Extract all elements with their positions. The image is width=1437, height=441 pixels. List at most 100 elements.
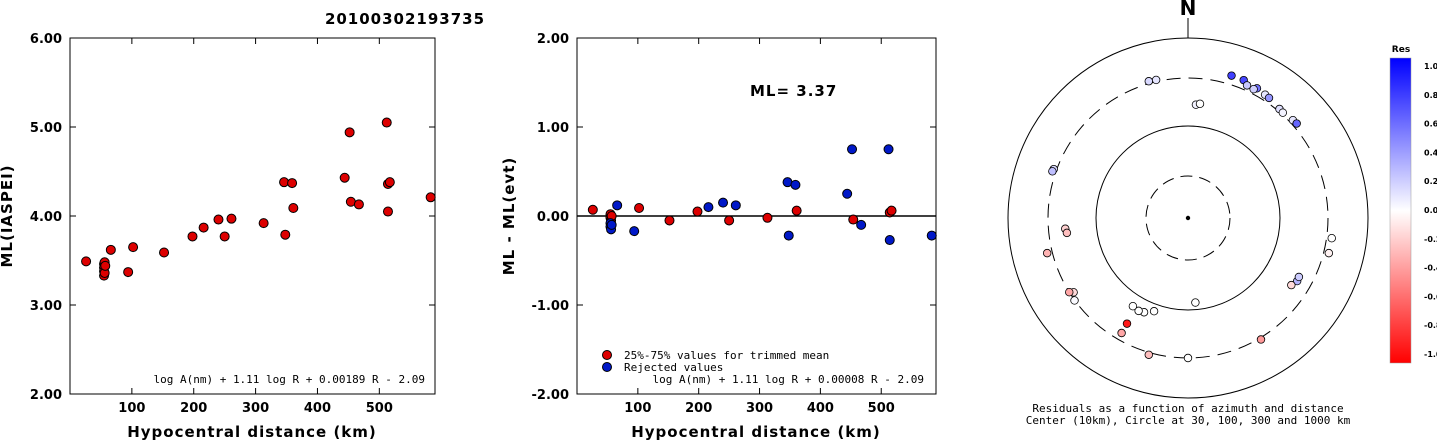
y-tick-label: 5.00 <box>30 121 62 136</box>
data-point <box>280 229 291 240</box>
data-point <box>100 260 111 271</box>
colorbar-tick-label: -0.6 <box>1424 292 1437 301</box>
station-residual-marker <box>1144 77 1153 86</box>
colorbar-tick-label: 0.6 <box>1424 120 1437 129</box>
epicenter-dot <box>1185 215 1191 221</box>
plot1-frame <box>69 37 436 395</box>
station-residual-marker <box>1151 75 1161 85</box>
data-point <box>612 200 623 211</box>
plot2-ticks: 100 200 300 400 500 -2.00 -1.00 0.00 1.00 2.00 <box>532 32 936 416</box>
station-residual-marker <box>1324 248 1334 258</box>
station-residual-marker <box>1227 71 1236 80</box>
colorbar-tick-label: -0.2 <box>1424 235 1437 244</box>
ring-300km <box>1047 77 1329 359</box>
data-point <box>762 212 773 223</box>
data-point <box>287 178 298 189</box>
x-tick-label: 300 <box>242 401 269 416</box>
residual-colorbar: Res 1.0 0.8 0.6 0.4 0.2 0.0 -0.2 -0.4 -0.6 -0.8 -1… <box>1389 45 1437 364</box>
data-point <box>339 172 350 183</box>
station-residual-marker <box>1070 296 1079 305</box>
colorbar-tick-label: 0.0 <box>1424 206 1437 215</box>
station-residual-marker <box>1249 84 1258 94</box>
data-point <box>848 214 859 225</box>
x-tick-label: 100 <box>624 401 651 416</box>
station-residual-marker <box>1292 119 1301 128</box>
data-point <box>344 127 355 138</box>
data-point <box>791 205 802 216</box>
data-point <box>847 144 858 155</box>
colorbar-tick-label: -0.4 <box>1424 264 1437 273</box>
colorbar-tick-label: 1.0 <box>1424 62 1437 71</box>
x-tick-label: 300 <box>746 401 773 416</box>
station-residual-marker <box>1048 167 1057 176</box>
data-point <box>664 215 675 226</box>
data-point <box>123 267 134 278</box>
y-tick-label: -2.00 <box>532 388 569 403</box>
colorbar-tick-label: 0.2 <box>1424 177 1437 186</box>
data-point <box>187 231 198 242</box>
data-point <box>381 117 392 128</box>
data-point <box>587 204 598 215</box>
plot1-formula: log A(nm) + 1.11 log R + 0.00189 R - 2.0… <box>153 373 425 386</box>
plot1-ticks: 100 200 300 400 500 2.00 3.00 4.00 5.00 6.00 <box>30 32 435 416</box>
data-point <box>105 244 116 255</box>
y-tick-label: 6.00 <box>30 32 62 47</box>
polar-caption-line2: Center (10km), Circle at 30, 100, 300 an… <box>1026 414 1351 427</box>
plot1-xlabel: Hypocentral distance (km) <box>127 423 377 441</box>
data-point <box>219 231 230 242</box>
station-residual-marker <box>1294 272 1304 282</box>
polar-caption-line1: Residuals as a function of azimuth and d… <box>1032 402 1343 415</box>
data-point <box>724 215 735 226</box>
x-tick-label: 200 <box>180 401 207 416</box>
data-point <box>425 192 436 203</box>
colorbar-tick-label: -1.0 <box>1424 350 1437 359</box>
legend-label-rejected: Rejected values <box>624 361 723 374</box>
data-point <box>128 242 139 253</box>
data-point <box>692 206 703 217</box>
station-residual-marker <box>1195 99 1205 109</box>
data-point <box>842 188 853 199</box>
data-point <box>783 230 794 241</box>
station-residual-marker <box>1327 233 1336 243</box>
station-residual-marker <box>1065 287 1074 297</box>
ml-vs-distance-plot: 100 200 300 400 500 2.00 3.00 4.00 5.00 6.00 log … <box>0 32 436 441</box>
chart-title: 20100302193735 <box>325 10 485 28</box>
x-tick-label: 500 <box>868 401 895 416</box>
data-point <box>258 218 269 229</box>
plot1-points <box>81 117 436 281</box>
colorbar-gradient <box>1389 57 1412 364</box>
plot2-formula: log A(nm) + 1.11 log R + 0.00008 R - 2.0… <box>652 373 924 386</box>
y-tick-label: -1.00 <box>532 299 569 314</box>
data-point <box>718 197 729 208</box>
event-ml-label: ML= 3.37 <box>750 82 837 100</box>
data-point <box>790 179 801 190</box>
colorbar-tick-label: -0.8 <box>1424 321 1437 330</box>
data-point <box>926 230 937 241</box>
station-residual-marker <box>1242 81 1252 90</box>
y-tick-label: 3.00 <box>30 299 62 314</box>
data-point <box>353 199 364 210</box>
north-label: N <box>1180 0 1197 20</box>
station-residual-marker <box>1287 280 1296 290</box>
x-tick-label: 500 <box>366 401 393 416</box>
data-point <box>703 202 714 213</box>
azimuth-residual-plot: N Residuals as a function of azimuth and… <box>1007 0 1369 427</box>
plot2-ylabel: ML - ML(evt) <box>500 157 518 275</box>
ring-100km <box>1095 125 1281 311</box>
y-tick-label: 2.00 <box>30 388 62 403</box>
colorbar-title: Res <box>1392 45 1410 55</box>
colorbar-tick-label: 0.8 <box>1424 91 1437 100</box>
data-point <box>81 256 92 267</box>
data-point <box>856 219 867 230</box>
colorbar-tick-label: 0.4 <box>1424 148 1437 157</box>
station-residual-marker <box>1264 93 1274 103</box>
y-tick-label: 4.00 <box>30 210 62 225</box>
legend-label-trimmed: 25%-75% values for trimmed mean <box>624 349 829 362</box>
y-tick-label: 0.00 <box>537 210 569 225</box>
ring-1000km <box>1007 37 1369 399</box>
y-tick-label: 1.00 <box>537 121 569 136</box>
plot1-ylabel: ML(IASPEI) <box>0 164 16 267</box>
data-point <box>629 226 640 237</box>
residual-vs-distance-plot: 100 200 300 400 500 -2.00 -1.00 0.00 1.00 2.00 ML… <box>500 32 937 441</box>
